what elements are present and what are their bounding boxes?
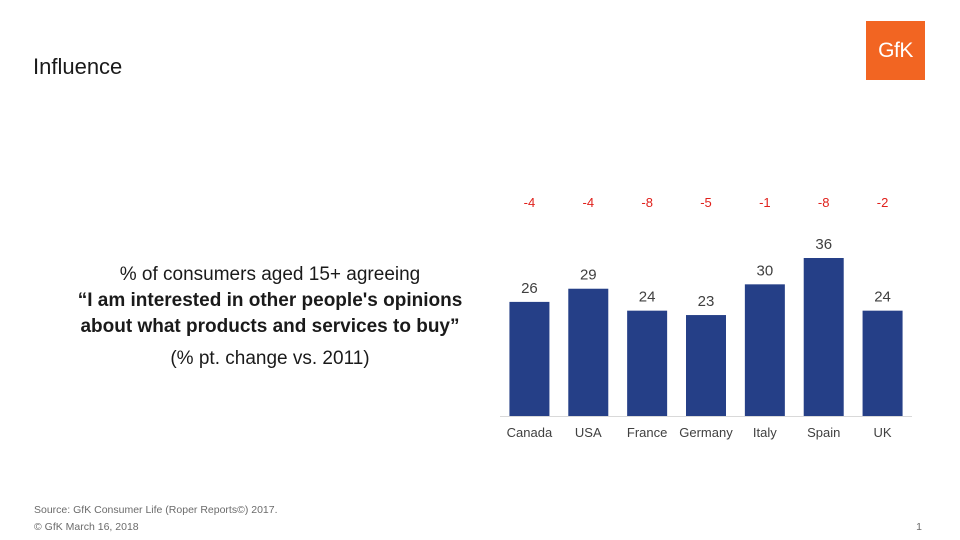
labels-group: 26 Canada -4 29 USA -4 24 France -8 23 Germany -5 30… (507, 195, 892, 440)
tick-label-spain: Spain (807, 425, 840, 440)
survey-statement: % of consumers aged 15+ agreeing “I am i… (20, 262, 520, 372)
data-label-germany: 23 (698, 293, 715, 310)
change-label-usa: -4 (583, 195, 595, 210)
change-label-france: -8 (641, 195, 653, 210)
logo-text: GfK (878, 38, 913, 62)
data-label-canada: 26 (521, 280, 538, 297)
gfk-logo: GfK (866, 21, 925, 80)
copyright-note: © GfK March 16, 2018 (34, 521, 139, 533)
data-label-italy: 30 (757, 262, 774, 279)
source-note: Source: GfK Consumer Life (Roper Reports… (34, 504, 278, 516)
bar-italy (744, 284, 785, 416)
tick-label-germany: Germany (679, 425, 733, 440)
bar-spain (803, 258, 844, 416)
data-label-uk: 24 (874, 289, 891, 306)
statement-quote-line-2: about what products and services to buy” (80, 316, 460, 337)
statement-subtitle: % of consumers aged 15+ agreeing (119, 264, 421, 285)
change-label-germany: -5 (700, 195, 712, 210)
tick-label-italy: Italy (753, 425, 777, 440)
tick-label-canada: Canada (507, 425, 553, 440)
data-label-spain: 36 (815, 236, 832, 253)
tick-label-uk: UK (874, 425, 892, 440)
tick-label-usa: USA (575, 425, 602, 440)
bar-uk (862, 310, 903, 416)
bar-usa (568, 288, 609, 416)
statement-note: (% pt. change vs. 2011) (170, 348, 370, 369)
change-label-italy: -1 (759, 195, 771, 210)
statement-quote-line-1: “I am interested in other people's opini… (77, 290, 463, 311)
data-label-usa: 29 (580, 267, 597, 284)
bar-france (627, 310, 668, 416)
change-label-uk: -2 (877, 195, 889, 210)
bars-group (500, 258, 912, 417)
data-label-france: 24 (639, 289, 656, 306)
bar-germany (686, 315, 726, 416)
page-title: Influence (33, 54, 123, 79)
bar-canada (509, 301, 550, 416)
page-number: 1 (916, 521, 922, 533)
change-label-spain: -8 (818, 195, 830, 210)
tick-label-france: France (627, 425, 667, 440)
change-label-canada: -4 (524, 195, 536, 210)
